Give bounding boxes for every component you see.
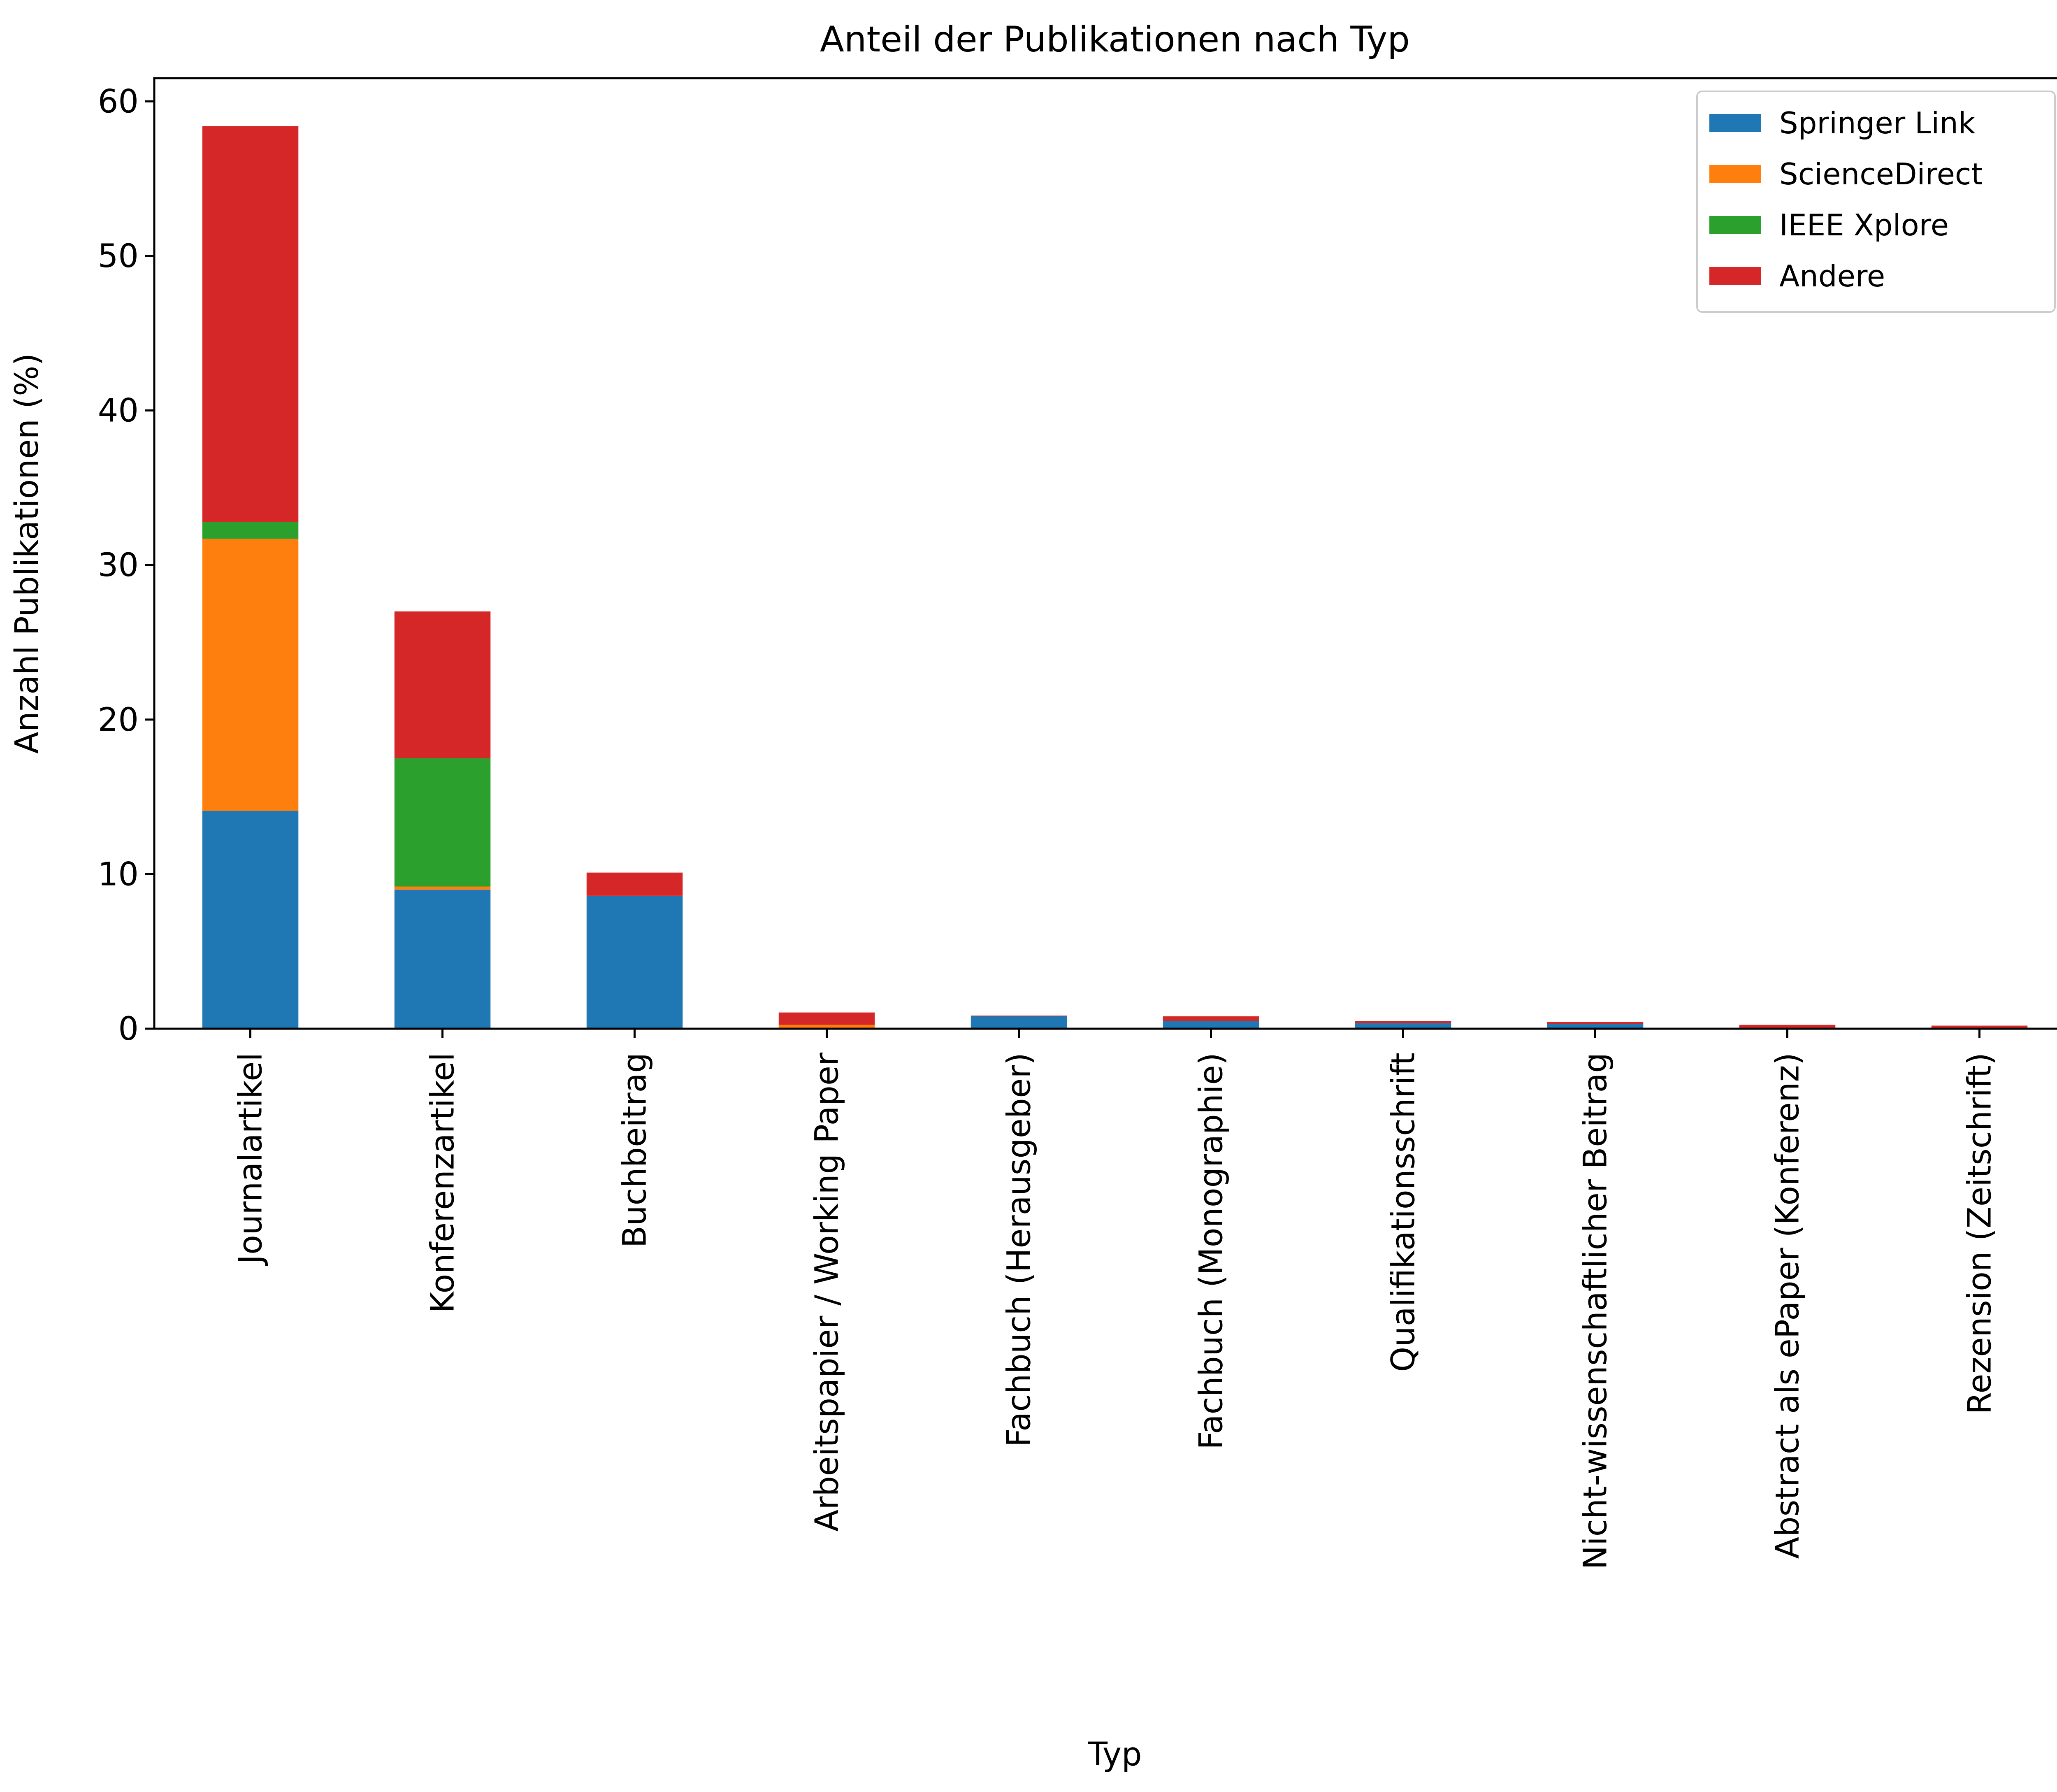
bar-segment — [202, 126, 299, 522]
bar-segment — [1739, 1025, 1836, 1028]
x-axis-ticks: Journalartikel Konferenzartikel Buchbeitra… — [232, 1029, 1999, 1569]
x-tick-label: Qualifikationsschrift — [1385, 1053, 1422, 1372]
y-tick-label: 10 — [98, 856, 139, 893]
y-tick-label: 0 — [118, 1011, 139, 1048]
x-tick-label: Rezension (Zeitschrift) — [1962, 1053, 1999, 1414]
y-tick-label: 60 — [98, 83, 139, 120]
legend: Springer Link ScienceDirect IEEE Xplore And… — [1696, 91, 2056, 313]
bar-segment — [778, 1025, 875, 1028]
x-tick-label: Konferenzartikel — [425, 1053, 462, 1313]
legend-swatch — [1709, 165, 1761, 183]
bar-segment — [202, 811, 299, 1029]
bars-layer — [202, 126, 2028, 1029]
bar-segment — [1163, 1021, 1259, 1029]
bar-segment — [394, 758, 491, 887]
bar-segment — [586, 896, 683, 1029]
bar-segment — [1163, 1016, 1259, 1021]
x-tick-label: Buchbeitrag — [617, 1053, 654, 1248]
bar-segment — [1931, 1025, 2028, 1028]
y-tick-label: 30 — [98, 547, 139, 584]
x-tick-label: Fachbuch (Herausgeber) — [1001, 1053, 1038, 1447]
axes-layer — [153, 77, 2057, 1030]
legend-label: Springer Link — [1779, 106, 1976, 140]
legend-swatch — [1709, 267, 1761, 285]
legend-label: Andere — [1779, 259, 1885, 293]
y-tick-label: 50 — [98, 238, 139, 275]
x-tick-label: Fachbuch (Monographie) — [1193, 1053, 1230, 1450]
chart-title: Anteil der Publikationen nach Typ — [820, 19, 1410, 60]
plot-frame — [153, 77, 2057, 1030]
x-tick-label: Nicht-wissenschaftlicher Beitrag — [1577, 1053, 1614, 1569]
y-axis-label: Anzahl Publikationen (%) — [9, 353, 46, 754]
y-tick-label: 20 — [98, 702, 139, 739]
x-axis-label: Typ — [1087, 1736, 1142, 1773]
x-tick-label: Arbeitspapier / Working Paper — [809, 1052, 846, 1532]
y-tick-label: 40 — [98, 393, 139, 430]
bar-segment — [202, 522, 299, 539]
x-tick-label: Abstract als ePaper (Konferenz) — [1769, 1053, 1806, 1559]
bar-segment — [1355, 1021, 1451, 1023]
bar-segment — [394, 886, 491, 890]
legend-box — [1696, 91, 2056, 313]
bar-segment — [1547, 1022, 1644, 1024]
bar-segment — [1547, 1024, 1644, 1029]
bar-segment — [202, 539, 299, 811]
bar-segment — [394, 611, 491, 758]
legend-label: IEEE Xplore — [1779, 208, 1949, 242]
bar-segment — [394, 890, 491, 1029]
x-tick-label: Journalartikel — [232, 1053, 269, 1266]
y-axis-ticks: 0 10 20 30 40 50 60 — [98, 83, 154, 1048]
bar-segment — [778, 1012, 875, 1025]
bar-segment — [586, 872, 683, 896]
legend-swatch — [1709, 216, 1761, 234]
bar-segment — [1355, 1023, 1451, 1029]
bar-segment — [970, 1016, 1067, 1029]
legend-swatch — [1709, 114, 1761, 132]
legend-label: ScienceDirect — [1779, 157, 1983, 191]
